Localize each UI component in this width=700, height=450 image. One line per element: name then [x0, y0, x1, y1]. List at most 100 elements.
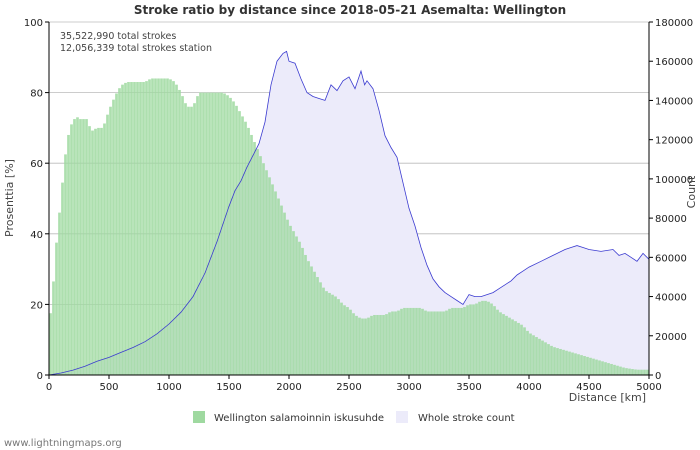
ratio-bar — [496, 309, 499, 375]
ratio-bar — [499, 312, 502, 375]
ratio-bar — [127, 82, 130, 375]
ratio-bar — [280, 205, 283, 375]
ratio-bar — [49, 313, 52, 375]
ratio-bar — [460, 307, 463, 375]
ratio-bar — [166, 78, 169, 375]
ratio-bar — [601, 361, 604, 375]
ratio-bar — [397, 310, 400, 375]
ratio-bar — [232, 101, 235, 376]
ratio-bar — [337, 299, 340, 375]
ratio-bar — [439, 311, 442, 375]
ratio-bar — [208, 92, 211, 375]
ratio-bar — [220, 92, 223, 375]
ratio-bar — [352, 313, 355, 375]
ratio-bar — [358, 317, 361, 375]
y2-tick-label: 0 — [655, 371, 661, 382]
ratio-bar — [178, 89, 181, 375]
y2-tick-label: 180000 — [655, 18, 693, 29]
ratio-bar — [94, 128, 97, 375]
ratio-bar — [142, 82, 145, 375]
ratio-bar — [502, 314, 505, 375]
ratio-bar — [448, 308, 451, 375]
ratio-bar — [316, 277, 319, 375]
ratio-bar — [169, 79, 172, 376]
ratio-bar — [286, 219, 289, 375]
ratio-bar — [262, 163, 265, 375]
ratio-bar — [475, 303, 478, 375]
ratio-bar — [391, 311, 394, 375]
ratio-bar — [619, 366, 622, 375]
count-line — [48, 50, 650, 376]
ratio-bar — [343, 305, 346, 375]
ratio-bar — [157, 78, 160, 375]
ratio-bar — [607, 363, 610, 375]
x-axis-label: Distance [km] — [569, 391, 646, 404]
ratio-bar — [580, 355, 583, 375]
ratio-bar — [244, 121, 247, 375]
ratio-bar — [526, 330, 529, 376]
ratio-bar — [610, 363, 613, 375]
ratio-bar — [112, 99, 115, 375]
ratio-bar — [217, 92, 220, 375]
ratio-bar — [484, 300, 487, 375]
ratio-bar — [103, 123, 106, 376]
x-tick-label: 3500 — [456, 382, 481, 393]
ratio-bar — [136, 82, 139, 375]
ratio-bar — [322, 287, 325, 375]
ratio-bar — [571, 352, 574, 375]
ratio-bar — [376, 314, 379, 375]
y2-tick-label: 100000 — [655, 175, 693, 186]
ratio-bar — [592, 358, 595, 375]
ratio-bar — [298, 241, 301, 375]
ratio-bar — [265, 170, 268, 375]
ratio-bar — [364, 318, 367, 375]
ratio-bar — [73, 119, 76, 375]
ratio-bar — [259, 156, 262, 375]
ratio-bar — [616, 365, 619, 375]
ratio-bar — [544, 342, 547, 375]
ratio-bar — [388, 312, 391, 375]
ratio-bar — [436, 311, 439, 375]
ratio-bar — [121, 84, 124, 375]
ratio-bar — [205, 92, 208, 375]
y-tick-label: 60 — [30, 159, 43, 170]
ratio-bar — [589, 357, 592, 375]
ratio-bar — [226, 95, 229, 375]
ratio-bar — [424, 310, 427, 375]
ratio-bar — [520, 324, 523, 375]
ratio-bar — [163, 78, 166, 375]
ratio-bar — [349, 309, 352, 375]
ratio-bar — [325, 291, 328, 375]
ratio-bar — [517, 322, 520, 375]
ratio-bar — [328, 292, 331, 375]
y-tick-label: 40 — [30, 230, 43, 241]
ratio-bar — [451, 307, 454, 375]
ratio-bar — [457, 307, 460, 375]
ratio-bar — [97, 127, 100, 376]
ratio-bar — [550, 345, 553, 375]
count-area-layer — [49, 51, 649, 376]
ratio-bar — [187, 106, 190, 375]
ratio-bar — [598, 360, 601, 375]
ratio-bar — [541, 340, 544, 375]
ratio-bar — [469, 304, 472, 375]
x-tick-label: 2000 — [276, 382, 301, 393]
x-tick-label: 2500 — [336, 382, 361, 393]
ratio-bar — [196, 96, 199, 375]
ratio-bar — [421, 308, 424, 375]
ratio-bar — [556, 348, 559, 375]
info-total-strokes: 35,522,990 total strokes — [60, 31, 176, 42]
ratio-bar — [643, 369, 646, 375]
ratio-bar — [466, 305, 469, 375]
ratio-bar — [295, 236, 298, 375]
ratio-bars-layer — [49, 78, 649, 376]
ratio-bar — [574, 353, 577, 375]
ratio-bar — [175, 84, 178, 375]
ratio-bar — [472, 304, 475, 375]
ratio-bar — [415, 307, 418, 375]
ratio-bar — [490, 303, 493, 375]
legend-label-ratio: Wellington salamoinnin iskusuhde — [214, 413, 384, 424]
ratio-bar — [70, 124, 73, 376]
ratio-bar — [202, 92, 205, 375]
